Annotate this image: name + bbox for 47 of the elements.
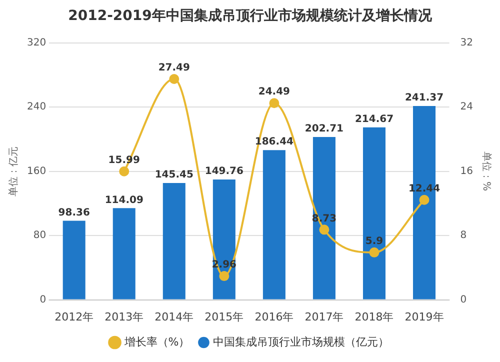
y2-tick-label: 32 <box>460 37 474 48</box>
x-tick-label: 2017年 <box>304 310 344 324</box>
data-label: 24.49 <box>258 86 290 98</box>
data-label: 202.71 <box>304 124 344 135</box>
y-tick-label: 0 <box>40 294 46 306</box>
x-tick-label: 2014年 <box>154 310 194 324</box>
y-axis-title: 单位：亿元 <box>8 146 20 196</box>
data-label: 241.37 <box>404 92 444 104</box>
point <box>119 166 130 176</box>
bar <box>62 220 86 300</box>
point <box>319 224 330 235</box>
bar <box>362 127 386 300</box>
bar <box>312 137 336 300</box>
point <box>369 247 380 258</box>
point <box>219 271 230 282</box>
bar <box>262 150 286 300</box>
y-tick-label: 240 <box>26 102 46 113</box>
point <box>269 98 280 108</box>
y2-tick-label: 16 <box>460 166 474 177</box>
bar <box>162 182 186 300</box>
data-label: 114.09 <box>104 194 144 206</box>
data-label: 27.49 <box>158 62 190 74</box>
x-tick-label: 2012年 <box>54 310 94 324</box>
y2-tick-label: 8 <box>460 230 467 242</box>
y-tick-label: 320 <box>26 37 46 48</box>
data-label: 145.45 <box>154 170 194 181</box>
bar <box>212 180 236 300</box>
x-tick-label: 2018年 <box>354 310 394 324</box>
legend-label: 中国集成吊顶行业市场规模（亿元） <box>213 335 390 348</box>
x-tick-label: 2019年 <box>404 310 444 324</box>
point <box>419 194 430 205</box>
y-tick-label: 80 <box>33 230 46 242</box>
data-label: 98.36 <box>58 207 90 218</box>
data-label: 149.76 <box>204 166 244 178</box>
chart-title: 2012-2019年中国集成吊顶行业市场规模统计及增长情况 <box>68 7 433 24</box>
x-tick-label: 2016年 <box>254 310 294 324</box>
x-tick-label: 2015年 <box>204 310 244 324</box>
y2-tick-label: 24 <box>460 102 474 113</box>
data-label: 214.67 <box>354 114 394 125</box>
y2-axis-title: 单位：% <box>480 152 492 192</box>
y-tick-label: 160 <box>26 166 46 177</box>
point <box>169 74 180 84</box>
bar <box>112 208 136 300</box>
y2-tick-label: 0 <box>460 294 467 306</box>
x-tick-label: 2013年 <box>104 310 144 324</box>
legend-label: 增长率（%） <box>123 335 190 348</box>
data-label: 5.9 <box>365 236 384 248</box>
